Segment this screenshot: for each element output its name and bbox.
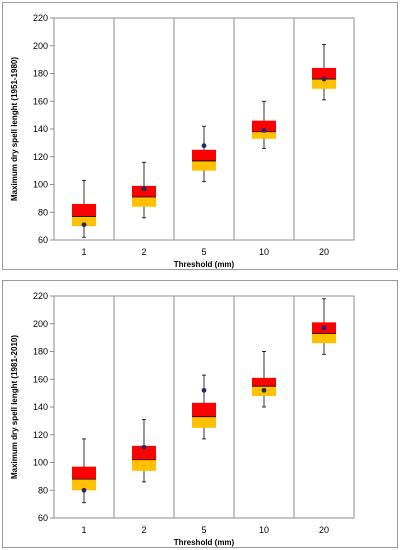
chart-1-mean-marker — [81, 222, 87, 228]
chart-1-box-upper — [72, 203, 96, 217]
chart-2-y-axis-title: Maximum dry spell lenght (1981-2010) — [10, 335, 19, 479]
chart-2-box-upper — [132, 445, 156, 460]
chart-2-box-lower — [72, 479, 96, 491]
chart-2-box-upper — [192, 402, 216, 417]
chart-2-y-tick-label: 200 — [33, 319, 48, 329]
chart-2-box-lower — [132, 459, 156, 471]
chart-1-box-lower — [312, 79, 336, 89]
chart-1-box-lower — [132, 196, 156, 207]
chart-1-y-tick-label: 140 — [33, 124, 48, 134]
chart-2-y-tick-label: 80 — [38, 485, 48, 495]
chart-1-y-axis-title: Maximum dry spell lenght (1951-1980) — [10, 57, 19, 201]
chart-2-x-tick-label: 2 — [141, 525, 146, 535]
chart-1-box-upper — [252, 120, 276, 132]
chart-2-y-tick-label: 160 — [33, 374, 48, 384]
chart-panel-1951-1980: 60 80 100 120 140 160 180 200 220 1 2 5 10 20 Threshol… — [2, 2, 398, 270]
chart-1-box-lower — [252, 131, 276, 139]
chart-1-x-axis-title: Threshold (mm) — [174, 260, 235, 269]
chart-2-box-upper — [252, 377, 276, 387]
chart-1-y-tick-label: 120 — [33, 152, 48, 162]
chart-1-y-tick-label: 80 — [38, 207, 48, 217]
chart-2-x-tick-label: 10 — [259, 525, 269, 535]
chart-2-mean-marker — [81, 487, 87, 493]
chart-2-y-tick-label: 140 — [33, 402, 48, 412]
chart-1-y-tick-label: 160 — [33, 96, 48, 106]
chart-2-box-upper — [72, 466, 96, 480]
chart-2-y-tick-label: 100 — [33, 458, 48, 468]
chart-2-x-tick-label: 1 — [81, 525, 86, 535]
box-plot-1981-2010: 60 80 100 120 140 160 180 200 220 1 2 5 10 20 Threshol… — [10, 291, 355, 547]
chart-panel-1981-2010: 60 80 100 120 140 160 180 200 220 1 2 5 10 20 Threshol… — [2, 280, 398, 548]
chart-2-mean-marker — [141, 444, 147, 450]
chart-2-x-axis-title: Threshold (mm) — [174, 538, 235, 547]
chart-2-y-tick-label: 220 — [33, 291, 48, 301]
chart-2-mean-marker — [201, 387, 207, 393]
chart-1-y-tick-label: 60 — [38, 235, 48, 245]
chart-1-box-upper — [312, 67, 336, 80]
chart-2-box-lower — [312, 333, 336, 344]
chart-1-box-upper — [132, 185, 156, 197]
chart-1-x-tick-label: 5 — [201, 247, 206, 257]
chart-2-mean-marker — [321, 325, 327, 331]
chart-2-x-tick-label: 20 — [319, 525, 329, 535]
chart-2-y-tick-label: 60 — [38, 513, 48, 523]
chart-1-box-lower — [72, 216, 96, 227]
chart-1-y-tick-label: 200 — [33, 41, 48, 51]
chart-1-x-tick-label: 20 — [319, 247, 329, 257]
chart-2-x-tick-label: 5 — [201, 525, 206, 535]
chart-2-mean-marker — [261, 387, 267, 393]
chart-1-x-tick-label: 1 — [81, 247, 86, 257]
chart-1-y-tick-label: 220 — [33, 13, 48, 23]
chart-1-y-tick-label: 100 — [33, 180, 48, 190]
chart-2-box-lower — [192, 416, 216, 428]
chart-1-mean-marker — [261, 127, 267, 133]
chart-1-x-tick-label: 2 — [141, 247, 146, 257]
chart-1-box-upper — [192, 149, 216, 161]
chart-1-mean-marker — [201, 143, 207, 149]
chart-2-y-tick-label: 180 — [33, 347, 48, 357]
box-plot-1951-1980: 60 80 100 120 140 160 180 200 220 1 2 5 10 20 Threshol… — [10, 13, 355, 269]
chart-1-mean-marker — [321, 76, 327, 82]
chart-2-y-tick-label: 120 — [33, 430, 48, 440]
chart-1-box-lower — [192, 160, 216, 171]
chart-1-x-tick-label: 10 — [259, 247, 269, 257]
chart-1-mean-marker — [141, 186, 147, 192]
chart-1-y-tick-label: 180 — [33, 69, 48, 79]
